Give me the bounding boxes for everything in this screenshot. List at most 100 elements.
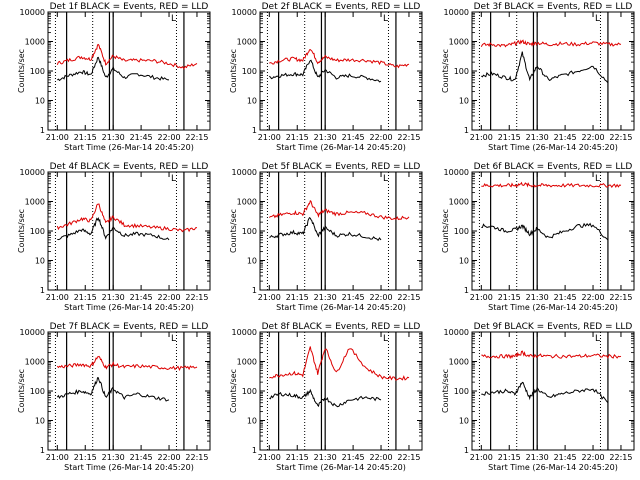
panel-title: Det 2f BLACK = Events, RED = LLD bbox=[262, 2, 421, 12]
panel-4: Det 4f BLACK = Events, RED = LLD L 1 10 100 1… bbox=[17, 162, 211, 312]
legend-marker-label: L bbox=[171, 174, 176, 184]
x-tick-label: 22:15 bbox=[397, 293, 420, 302]
x-tick-label: 22:15 bbox=[185, 133, 208, 142]
x-tick-label: 22:15 bbox=[609, 133, 632, 142]
panel-9: Det 9f BLACK = Events, RED = LLD L 1 10 100 1… bbox=[441, 322, 635, 472]
x-tick-label: 21:30 bbox=[526, 453, 549, 462]
plot-frame bbox=[471, 11, 635, 131]
x-axis-label: Start Time (26-Mar-14 20:45:20) bbox=[488, 143, 618, 152]
x-axis-label: Start Time (26-Mar-14 20:45:20) bbox=[276, 143, 406, 152]
y-tick-label: 100 bbox=[30, 387, 45, 396]
x-axis-label: Start Time (26-Mar-14 20:45:20) bbox=[64, 463, 194, 472]
x-tick-label: 21:45 bbox=[130, 133, 153, 142]
y-tick-label: 10 bbox=[459, 417, 469, 426]
legend-marker bbox=[382, 333, 390, 342]
lld-series-line bbox=[56, 203, 198, 233]
x-tick-label: 21:45 bbox=[342, 133, 365, 142]
legend-marker bbox=[382, 173, 390, 182]
x-tick-label: 21:30 bbox=[314, 133, 337, 142]
legend-marker-label: L bbox=[383, 174, 388, 184]
y-tick-label: 1 bbox=[464, 286, 469, 295]
legend-marker bbox=[594, 333, 602, 342]
y-tick-label: 10 bbox=[35, 257, 45, 266]
panel-title: Det 9f BLACK = Events, RED = LLD bbox=[474, 322, 633, 332]
y-axis-label: Counts/sec bbox=[17, 49, 26, 93]
legend-marker-label: L bbox=[595, 174, 600, 184]
x-tick-label: 22:15 bbox=[397, 453, 420, 462]
x-tick-label: 21:45 bbox=[130, 453, 153, 462]
y-tick-label: 10 bbox=[247, 97, 257, 106]
plot-frame bbox=[47, 11, 211, 131]
y-tick-label: 1000 bbox=[25, 198, 45, 207]
y-tick-label: 100 bbox=[454, 67, 469, 76]
y-tick-label: 10000 bbox=[444, 8, 469, 17]
panel-title: Det 8f BLACK = Events, RED = LLD bbox=[262, 322, 421, 332]
y-tick-label: 10 bbox=[247, 257, 257, 266]
x-axis-label: Start Time (26-Mar-14 20:45:20) bbox=[64, 303, 194, 312]
plot-frame bbox=[47, 331, 211, 451]
x-tick-label: 22:00 bbox=[158, 453, 181, 462]
plot-frame bbox=[259, 331, 423, 451]
y-tick-label: 100 bbox=[242, 227, 257, 236]
legend-marker-label: L bbox=[171, 14, 176, 24]
x-axis-label: Start Time (26-Mar-14 20:45:20) bbox=[488, 463, 618, 472]
plot-frame bbox=[259, 171, 423, 291]
x-tick-label: 21:30 bbox=[314, 293, 337, 302]
y-axis-label: Counts/sec bbox=[17, 209, 26, 253]
panel-7: Det 7f BLACK = Events, RED = LLD L 1 10 100 1… bbox=[17, 322, 211, 472]
y-tick-label: 100 bbox=[454, 227, 469, 236]
x-tick-label: 21:45 bbox=[554, 453, 577, 462]
y-tick-label: 1000 bbox=[25, 38, 45, 47]
x-tick-label: 21:30 bbox=[102, 133, 125, 142]
y-tick-label: 1 bbox=[40, 446, 45, 455]
plot-frame bbox=[471, 171, 635, 291]
x-tick-label: 21:45 bbox=[554, 293, 577, 302]
y-tick-label: 10 bbox=[247, 417, 257, 426]
y-tick-label: 10000 bbox=[444, 168, 469, 177]
x-tick-label: 21:00 bbox=[46, 293, 69, 302]
lld-series-line bbox=[56, 43, 198, 70]
x-tick-label: 21:15 bbox=[286, 133, 309, 142]
y-tick-label: 1 bbox=[40, 286, 45, 295]
plot-frame bbox=[259, 11, 423, 131]
x-tick-label: 22:00 bbox=[370, 133, 393, 142]
panel-title: Det 3f BLACK = Events, RED = LLD bbox=[474, 2, 633, 12]
lld-series-line bbox=[56, 355, 198, 372]
x-axis-label: Start Time (26-Mar-14 20:45:20) bbox=[64, 143, 194, 152]
events-series-line bbox=[57, 216, 170, 241]
x-tick-label: 21:30 bbox=[102, 293, 125, 302]
x-tick-label: 22:15 bbox=[185, 453, 208, 462]
x-tick-label: 22:15 bbox=[609, 293, 632, 302]
legend-marker bbox=[170, 13, 178, 22]
y-axis-label: Counts/sec bbox=[17, 369, 26, 413]
y-tick-label: 10000 bbox=[444, 328, 469, 337]
legend-marker bbox=[170, 173, 178, 182]
events-series-line bbox=[56, 377, 170, 402]
y-tick-label: 1000 bbox=[25, 358, 45, 367]
y-tick-label: 10000 bbox=[232, 168, 257, 177]
x-tick-label: 21:15 bbox=[286, 293, 309, 302]
panel-8: Det 8f BLACK = Events, RED = LLD L 1 10 100 1… bbox=[229, 322, 423, 472]
y-tick-label: 1000 bbox=[237, 198, 257, 207]
x-tick-label: 21:00 bbox=[46, 453, 69, 462]
plot-frame bbox=[47, 171, 211, 291]
events-series-line bbox=[481, 381, 609, 404]
y-tick-label: 10 bbox=[459, 257, 469, 266]
legend-marker bbox=[382, 13, 390, 22]
lld-series-line bbox=[480, 39, 622, 48]
panel-title: Det 7f BLACK = Events, RED = LLD bbox=[50, 322, 209, 332]
y-axis-label: Counts/sec bbox=[441, 369, 450, 413]
legend-marker-label: L bbox=[595, 334, 600, 344]
y-tick-label: 1 bbox=[464, 126, 469, 135]
events-series-line bbox=[269, 217, 382, 242]
legend-marker bbox=[594, 173, 602, 182]
events-series-line bbox=[481, 51, 609, 84]
y-axis-label: Counts/sec bbox=[229, 49, 238, 93]
panel-3: Det 3f BLACK = Events, RED = LLD L 1 10 100 1… bbox=[441, 2, 635, 152]
lld-series-line bbox=[269, 49, 410, 69]
x-axis-label: Start Time (26-Mar-14 20:45:20) bbox=[488, 303, 618, 312]
x-tick-label: 22:15 bbox=[185, 293, 208, 302]
y-tick-label: 100 bbox=[242, 67, 257, 76]
lld-series-line bbox=[268, 199, 410, 221]
